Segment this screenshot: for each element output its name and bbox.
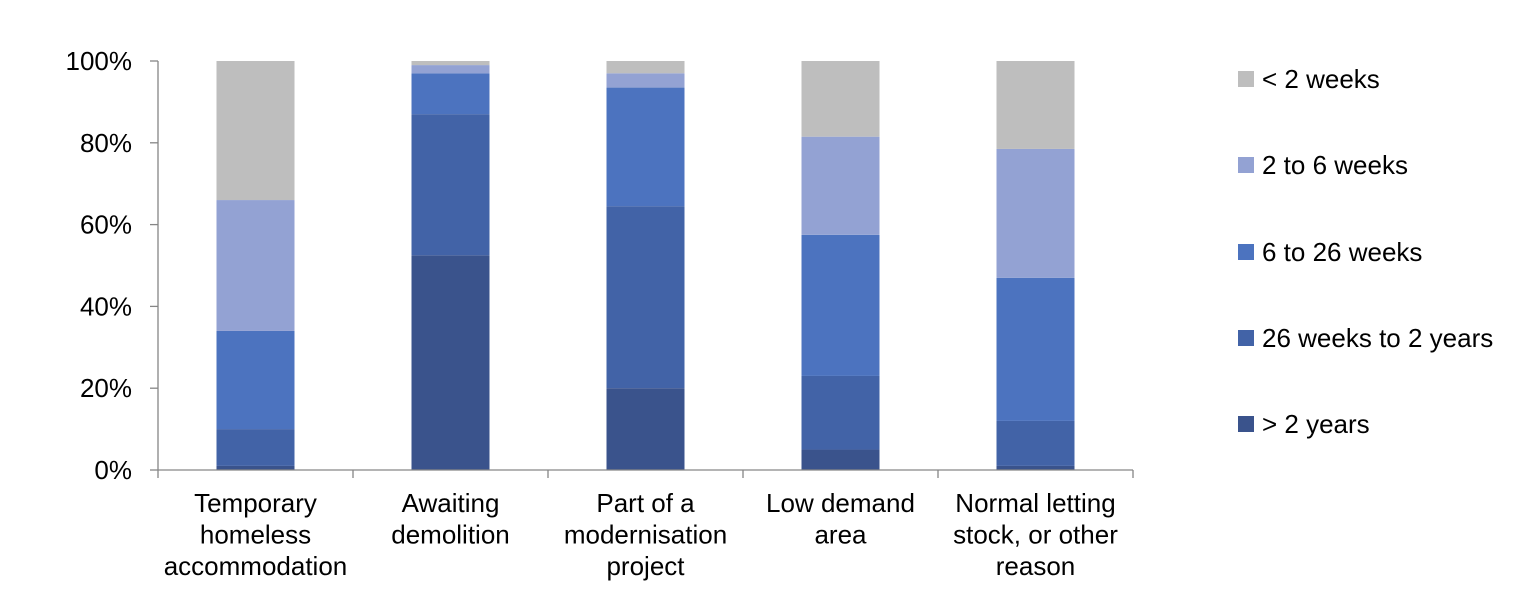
y-tick-label: 40% bbox=[80, 291, 132, 321]
x-tick-label-line: Low demand bbox=[766, 488, 915, 518]
bar-segment-cat0-series3 bbox=[216, 200, 295, 331]
bar-segment-cat1-series1 bbox=[411, 114, 490, 256]
bar-segment-cat4-series2 bbox=[996, 277, 1075, 421]
bar-segment-cat2-series2 bbox=[606, 87, 685, 207]
x-tick-label: Normal letting stock, or other reason bbox=[953, 488, 1118, 581]
bar-segment-cat2-series3 bbox=[606, 73, 685, 88]
legend-label: 26 weeks to 2 years bbox=[1262, 323, 1494, 353]
legend-swatch bbox=[1238, 330, 1254, 346]
bar-segment-cat0-series2 bbox=[216, 330, 295, 430]
y-tick-label: 80% bbox=[80, 128, 132, 158]
bar-segment-cat3-series0 bbox=[801, 449, 880, 470]
bar-segment-cat3-series4 bbox=[801, 61, 880, 137]
y-tick-label: 60% bbox=[80, 210, 132, 240]
x-tick-labels: Temporary homeless accommodation Awaiting de… bbox=[164, 488, 1118, 581]
bar-segment-cat0-series1 bbox=[216, 429, 295, 466]
legend-item: > 2 years bbox=[1238, 411, 1370, 437]
legend-item: 2 to 6 weeks bbox=[1238, 152, 1408, 178]
y-tick-label: 100% bbox=[66, 46, 133, 76]
legend-item: 6 to 26 weeks bbox=[1238, 239, 1422, 265]
bar-segment-cat1-series3 bbox=[411, 65, 490, 74]
x-tick-label-line: stock, or other bbox=[953, 520, 1118, 550]
bar-segment-cat4-series1 bbox=[996, 420, 1075, 466]
legend-item: < 2 weeks bbox=[1238, 66, 1380, 92]
legend-item: 26 weeks to 2 years bbox=[1238, 325, 1493, 351]
x-tick-label: Awaiting demolition bbox=[391, 488, 510, 550]
x-tick-label-line: accommodation bbox=[164, 551, 348, 581]
y-tick-labels: 0% 20% 40% 60% 80% 100% bbox=[66, 46, 133, 485]
legend-label: > 2 years bbox=[1262, 409, 1370, 439]
legend-swatch bbox=[1238, 71, 1254, 87]
bar-segment-cat4-series0 bbox=[996, 465, 1075, 470]
y-tick-label: 0% bbox=[94, 455, 132, 485]
x-tick-label-line: Normal letting bbox=[955, 488, 1115, 518]
x-tick-label-line: homeless bbox=[200, 520, 311, 550]
legend-label: 6 to 26 weeks bbox=[1262, 237, 1423, 267]
legend-swatch bbox=[1238, 244, 1254, 260]
x-tick-label-line: demolition bbox=[391, 520, 510, 550]
axes-layer bbox=[150, 60, 1134, 478]
legend-label: < 2 weeks bbox=[1262, 64, 1380, 94]
x-tick-label-line: Temporary bbox=[194, 488, 317, 518]
bar-segment-cat3-series2 bbox=[801, 234, 880, 376]
legend-swatch bbox=[1238, 416, 1254, 432]
x-tick-label-line: modernisation bbox=[564, 520, 727, 550]
legend-label: 2 to 6 weeks bbox=[1262, 150, 1408, 180]
bar-segment-cat3-series1 bbox=[801, 375, 880, 450]
x-tick-label-line: area bbox=[814, 520, 867, 550]
bar-segment-cat2-series0 bbox=[606, 388, 685, 470]
bar-segment-cat4-series3 bbox=[996, 148, 1075, 278]
x-tick-label: Low demand area bbox=[766, 488, 915, 550]
x-tick-label-line: Awaiting bbox=[402, 488, 500, 518]
bar-segment-cat2-series4 bbox=[606, 61, 685, 74]
x-tick-label-line: reason bbox=[996, 551, 1076, 581]
bar-segment-cat1-series0 bbox=[411, 255, 490, 470]
x-tick-label: Part of a modernisation project bbox=[564, 488, 727, 581]
x-tick-label-line: Part of a bbox=[596, 488, 695, 518]
legend-swatch bbox=[1238, 157, 1254, 173]
bar-segment-cat1-series2 bbox=[411, 73, 490, 115]
bar-segment-cat0-series0 bbox=[216, 465, 295, 470]
bar-segment-cat2-series1 bbox=[606, 206, 685, 389]
bars-layer bbox=[216, 61, 1075, 470]
bar-segment-cat0-series4 bbox=[216, 61, 295, 201]
x-tick-label: Temporary homeless accommodation bbox=[164, 488, 348, 581]
bar-segment-cat1-series4 bbox=[411, 61, 490, 66]
x-tick-label-line: project bbox=[606, 551, 685, 581]
y-tick-label: 20% bbox=[80, 373, 132, 403]
bar-segment-cat3-series3 bbox=[801, 136, 880, 235]
bar-segment-cat4-series4 bbox=[996, 61, 1075, 149]
